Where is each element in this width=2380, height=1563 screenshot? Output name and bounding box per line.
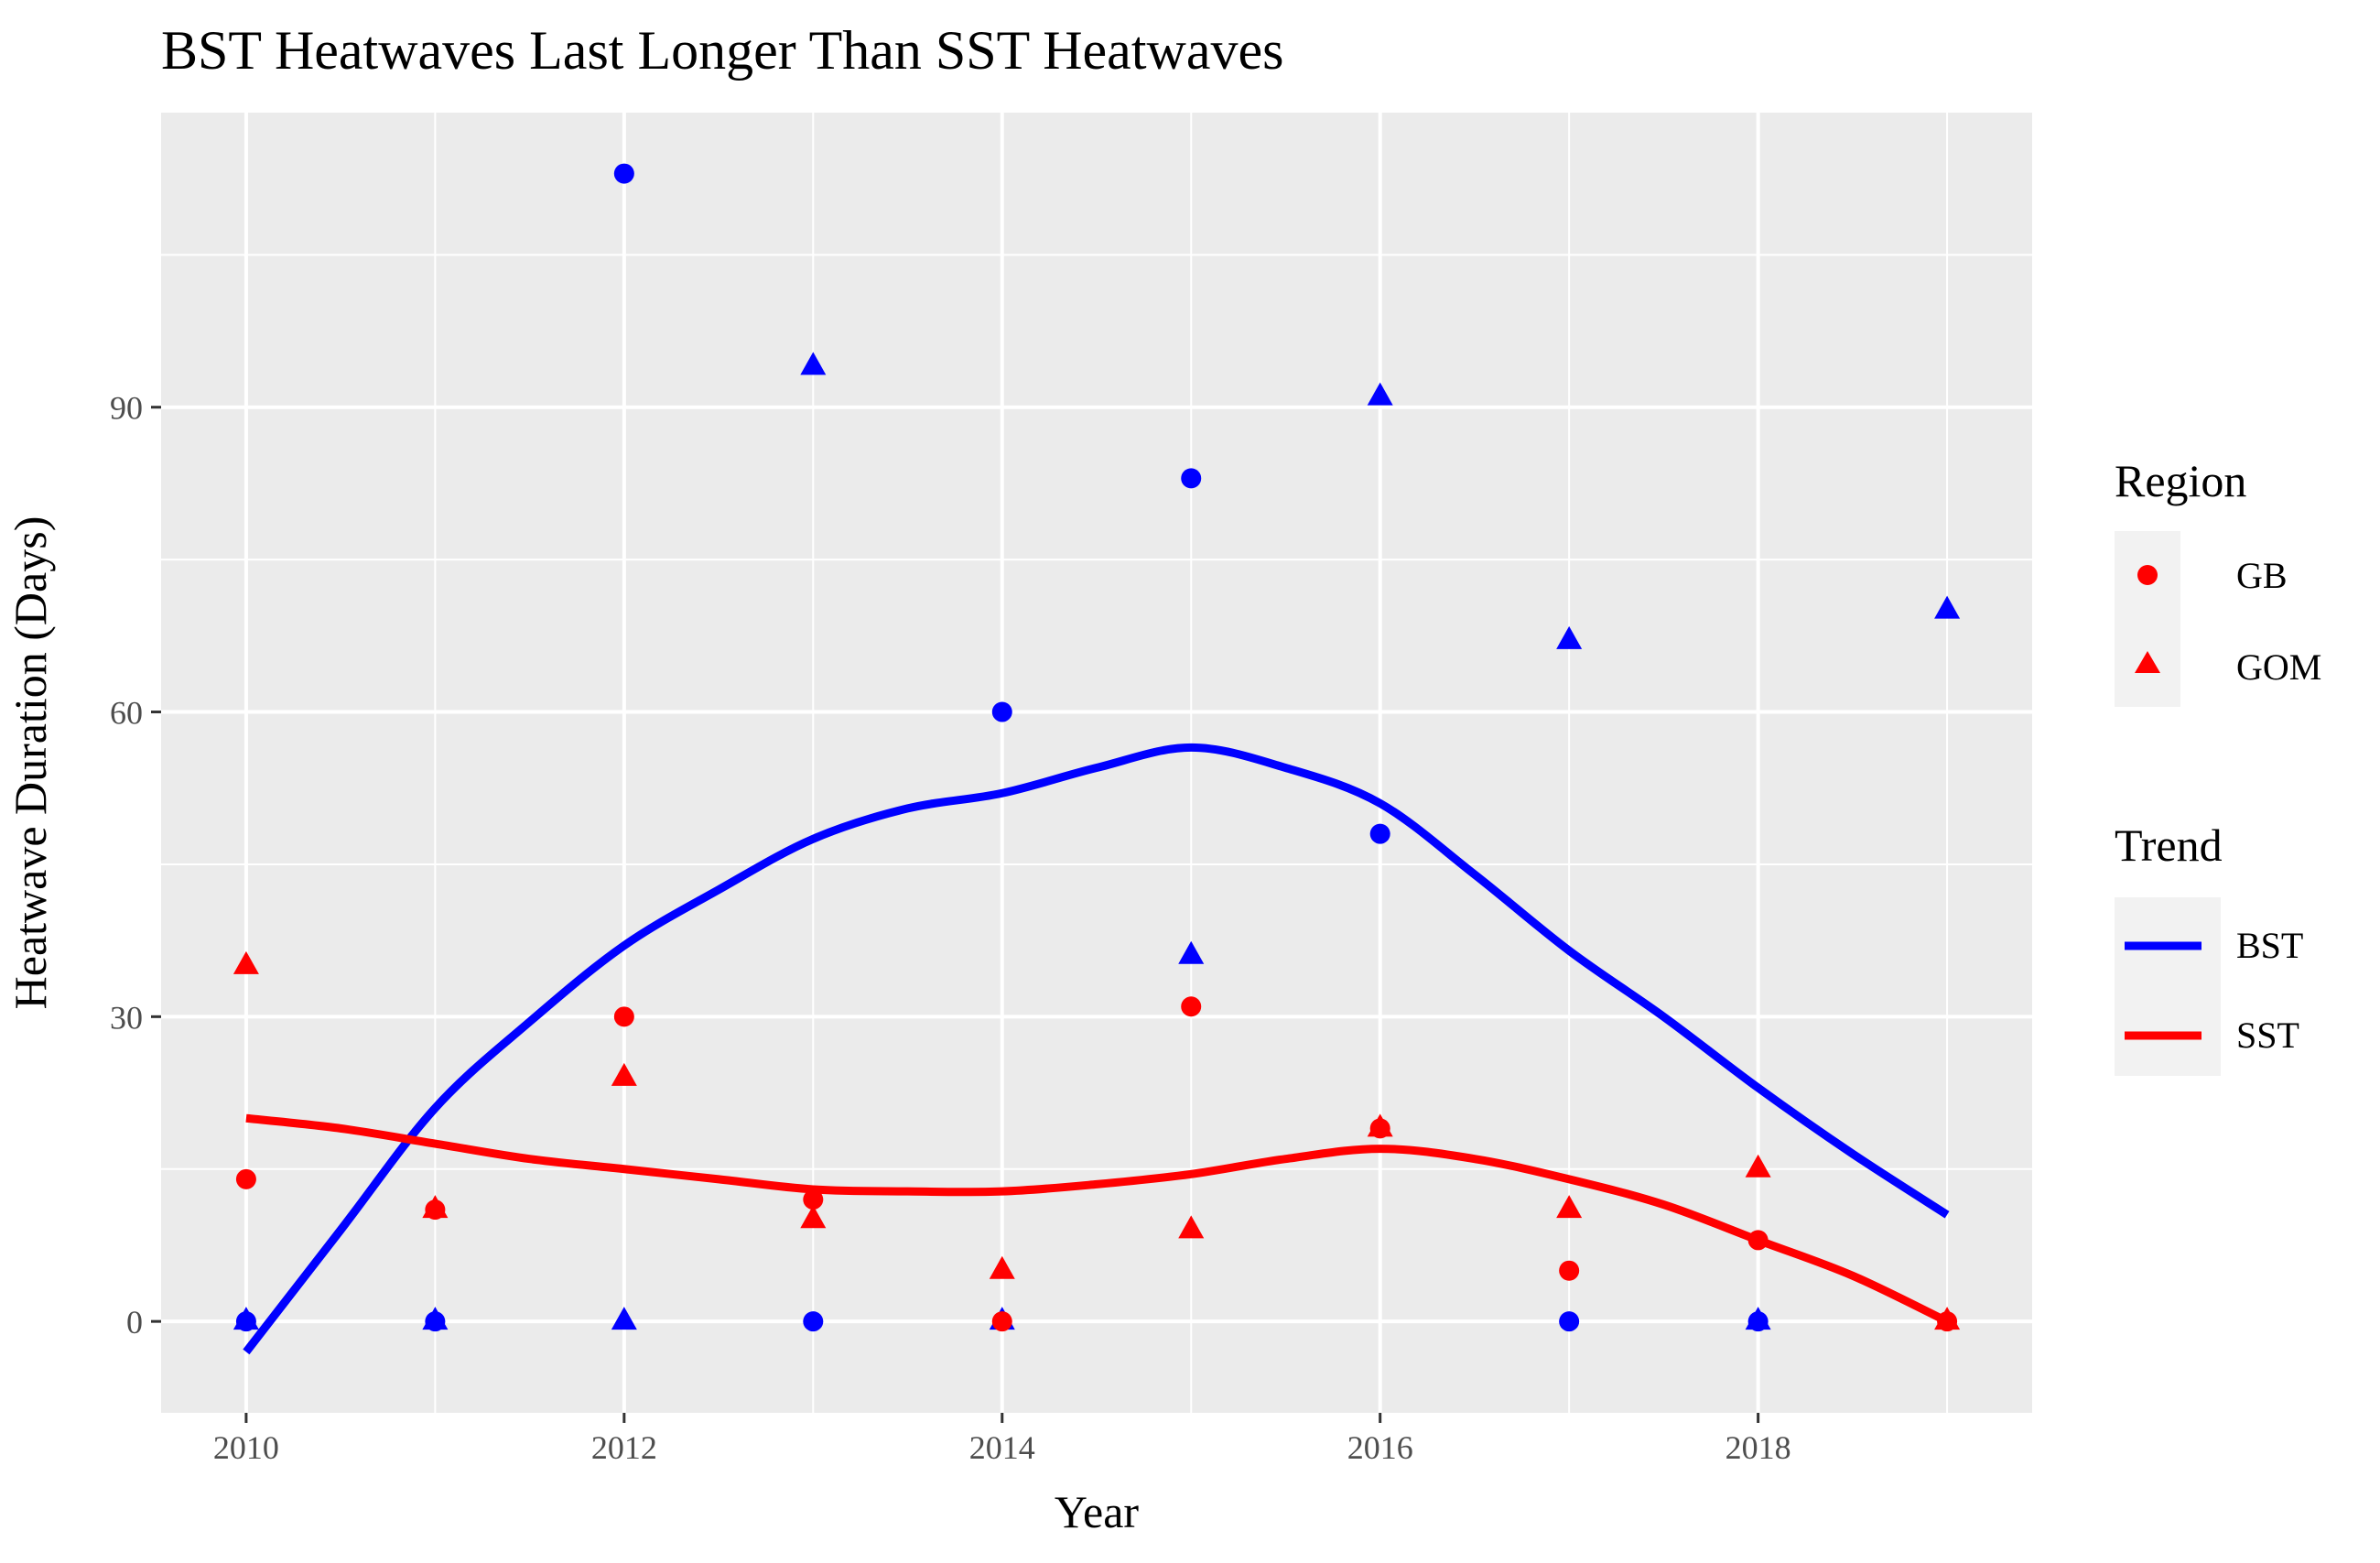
point-sst-gb [803, 1189, 824, 1210]
point-bst-gb [1369, 823, 1390, 844]
legend-gb-label: GB [2236, 555, 2288, 596]
point-sst-gom [989, 1255, 1015, 1279]
point-bst-gom [800, 352, 827, 375]
point-bst-gom [422, 1307, 449, 1330]
point-sst-gb [1747, 1230, 1769, 1251]
legend-region-key-gb [2115, 531, 2180, 597]
y-tick-label: 0 [126, 1304, 143, 1340]
trend-line-sst [245, 1113, 1950, 1326]
x-tick-label: 2012 [591, 1429, 657, 1466]
chart-title: BST Heatwaves Last Longer Than SST Heatw… [161, 20, 1283, 81]
point-sst-gb [991, 1311, 1012, 1332]
legend-sst-label: SST [2236, 1015, 2299, 1056]
point-sst-gb [1559, 1260, 1580, 1281]
point-bst-gom [1556, 625, 1583, 649]
point-sst-gom [1934, 1307, 1961, 1330]
legend-region-title: Region [2115, 455, 2246, 506]
x-tick-label: 2016 [1347, 1429, 1413, 1466]
point-bst-gb [1559, 1311, 1580, 1332]
x-axis-title: Year [1055, 1486, 1139, 1537]
point-sst-gom [1556, 1195, 1583, 1219]
point-sst-gom [1367, 1113, 1393, 1137]
trend-lines [243, 743, 1950, 1355]
point-bst-gb [803, 1311, 824, 1332]
axes: 0 30 60 90 2010 2012 2014 2016 2018 [110, 390, 1791, 1466]
legend-gb-marker [2137, 565, 2158, 585]
point-sst-gb [235, 1168, 256, 1189]
point-bst-gom [1178, 940, 1205, 964]
data-points [233, 163, 1961, 1332]
point-sst-gom [233, 950, 259, 974]
point-sst-gom [611, 1062, 637, 1086]
x-tick-label: 2014 [969, 1429, 1035, 1466]
y-tick-label: 30 [110, 999, 143, 1036]
grid [161, 113, 2032, 1413]
legend-gom-marker [2135, 651, 2160, 673]
point-bst-gom [233, 1307, 259, 1330]
point-sst-gb [613, 1006, 634, 1027]
x-tick-label: 2018 [1726, 1429, 1791, 1466]
point-bst-gb [1181, 468, 1202, 489]
point-sst-gom [1178, 1215, 1205, 1239]
point-sst-gom [1745, 1154, 1771, 1178]
point-bst-gb [991, 701, 1012, 722]
plot-panel [161, 113, 2032, 1413]
legend-region: Region GB GOM [2115, 455, 2321, 707]
legend-trend-title: Trend [2115, 819, 2223, 871]
y-tick-label: 60 [110, 695, 143, 732]
point-sst-gom [422, 1195, 449, 1219]
point-bst-gom [611, 1307, 637, 1330]
legend-gom-label: GOM [2236, 646, 2321, 688]
legend-trend: Trend BST SST [2115, 819, 2303, 1076]
point-sst-gb [1181, 996, 1202, 1017]
trend-line-bst [243, 743, 1950, 1355]
point-bst-gom [1367, 382, 1393, 406]
x-tick-label: 2010 [213, 1429, 279, 1466]
point-bst-gom [1745, 1307, 1771, 1330]
legend-trend-keys [2115, 897, 2221, 1076]
point-sst-gom [800, 1205, 827, 1229]
legend-bst-label: BST [2236, 925, 2303, 966]
y-axis-title: Heatwave Duration (Days) [5, 516, 56, 1010]
y-tick-label: 90 [110, 390, 143, 427]
point-bst-gb [613, 163, 634, 184]
point-bst-gom [1934, 595, 1961, 619]
